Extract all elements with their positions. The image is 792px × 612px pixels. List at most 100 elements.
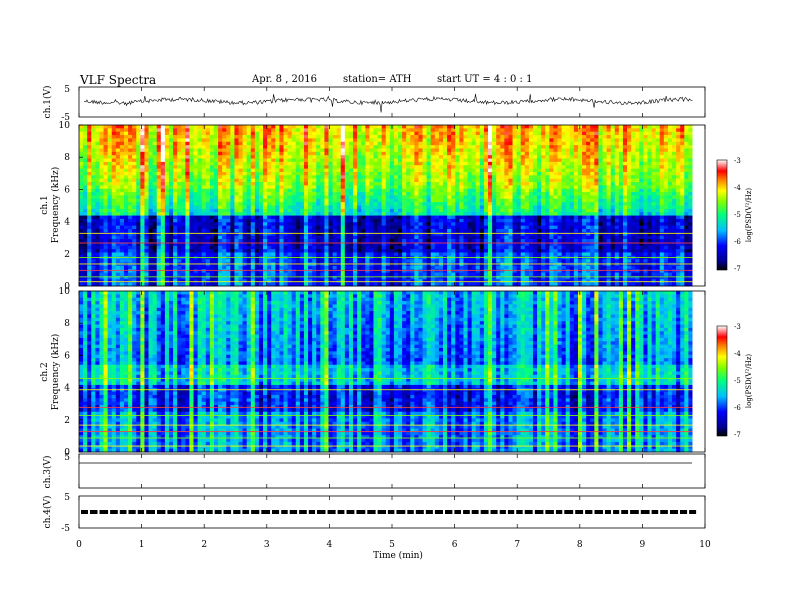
spectrogram-cell — [594, 225, 599, 230]
spectrogram-cell — [242, 141, 248, 146]
spectrogram-cell — [434, 195, 440, 200]
spectrogram-cell — [123, 171, 129, 176]
spectrogram-cell — [275, 125, 280, 129]
spectrogram-cell — [267, 141, 272, 146]
spectrogram-cell — [659, 128, 665, 133]
spectrogram-cell — [279, 195, 284, 200]
spectrogram-cell — [389, 218, 395, 223]
spectrogram-cell — [393, 135, 399, 139]
spectrogram-cell — [107, 131, 113, 136]
spectrogram-cell — [414, 161, 419, 166]
spectrogram-cell — [430, 138, 436, 143]
spectrogram-cell — [475, 215, 481, 220]
spectrogram-cell — [218, 148, 223, 153]
spectrogram-cell — [303, 188, 309, 193]
spectrogram-cell — [226, 215, 231, 220]
spectrogram-cell — [324, 208, 329, 213]
spectrogram-cell — [303, 158, 309, 163]
spectrogram-cell — [99, 222, 104, 227]
spectrogram-cell — [164, 235, 170, 240]
spectrogram-cell — [635, 232, 640, 237]
spectrogram-cell — [267, 168, 272, 173]
spectrogram-cell — [369, 165, 374, 169]
spectrogram-cell — [271, 208, 276, 213]
spectrogram-cell — [672, 175, 677, 180]
spectrogram-cell — [443, 151, 448, 156]
spectrogram-cell — [406, 195, 411, 200]
spectrogram-cell — [561, 215, 567, 220]
spectrogram-cell — [209, 212, 215, 216]
spectrogram-cell — [492, 151, 497, 156]
spectrogram-cell — [520, 222, 526, 227]
spectrogram-cell — [688, 168, 693, 173]
spectrogram-cell — [95, 138, 100, 143]
spectrogram-cell — [291, 165, 297, 169]
spectrogram-cell — [573, 155, 579, 159]
spectrogram-cell — [537, 141, 542, 146]
spectrogram-cell — [213, 171, 219, 176]
spectrogram-cell — [267, 218, 272, 223]
spectrogram-cell — [398, 232, 403, 237]
spectrogram-cell — [639, 182, 644, 186]
spectrogram-cell — [263, 198, 268, 203]
spectrogram-cell — [651, 202, 657, 206]
spectrogram-cell — [344, 161, 350, 166]
spectrogram-cell — [479, 228, 485, 233]
spectrogram-cell — [83, 175, 88, 180]
spectrogram-cell — [471, 135, 477, 139]
spectrogram-cell — [504, 148, 509, 153]
spectrogram-cell — [434, 171, 440, 176]
spectrogram-cell — [508, 148, 513, 153]
spectrogram-cell — [95, 158, 100, 163]
spectrogram-cell — [655, 178, 661, 183]
spectrogram-cell — [267, 232, 272, 237]
spectrogram-cell — [115, 168, 121, 173]
spectrogram-cell — [393, 148, 399, 153]
spectrogram-cell — [414, 218, 419, 223]
spectrogram-cell — [250, 225, 256, 230]
spectrogram-cell — [561, 182, 567, 186]
spectrogram-cell — [201, 205, 207, 210]
spectrogram-cell — [443, 185, 448, 190]
spectrogram-cell — [676, 188, 681, 193]
spectrogram-cell — [410, 151, 415, 156]
spectrogram-cell — [312, 188, 317, 193]
spectrogram-cell — [324, 165, 329, 169]
spectrogram-cell — [279, 148, 284, 153]
spectrogram-cell — [438, 145, 444, 149]
spectrogram-cell — [222, 145, 227, 149]
spectrogram-cell — [557, 131, 562, 136]
spectrogram-cell — [422, 161, 428, 166]
spectrogram-cell — [594, 125, 599, 129]
spectrogram-cell — [254, 208, 260, 213]
spectrogram-cell — [246, 135, 252, 139]
spectrogram-cell — [136, 141, 141, 146]
spectrogram-cell — [369, 141, 374, 146]
spectrogram-cell — [463, 225, 468, 230]
spectrogram-cell — [381, 225, 387, 230]
spectrogram-cell — [557, 188, 562, 193]
spectrogram-cell — [430, 225, 436, 230]
spectrogram-cell — [647, 228, 652, 233]
spectrogram-cell — [492, 202, 497, 206]
spectrogram-cell — [128, 188, 133, 193]
spectrogram-cell — [447, 182, 452, 186]
spectrogram-cell — [406, 155, 411, 159]
spectrogram-cell — [328, 148, 333, 153]
spectrogram-cell — [614, 128, 620, 133]
spectrogram-cell — [541, 195, 546, 200]
spectrogram-cell — [287, 208, 293, 213]
spectrogram-cell — [418, 165, 423, 169]
spectrogram-cell — [95, 192, 100, 196]
spectrogram-cell — [430, 148, 436, 153]
spectrogram-cell — [639, 185, 644, 190]
spectrogram-cell — [537, 138, 542, 143]
spectrogram-cell — [586, 222, 591, 227]
spectrogram-cell — [128, 125, 133, 129]
spectrogram-cell — [197, 148, 203, 153]
spectrogram-cell — [263, 215, 268, 220]
spectrogram-cell — [389, 131, 395, 136]
spectrogram-cell — [487, 171, 493, 176]
spectrogram-cell — [635, 225, 640, 230]
spectrogram-cell — [508, 198, 513, 203]
